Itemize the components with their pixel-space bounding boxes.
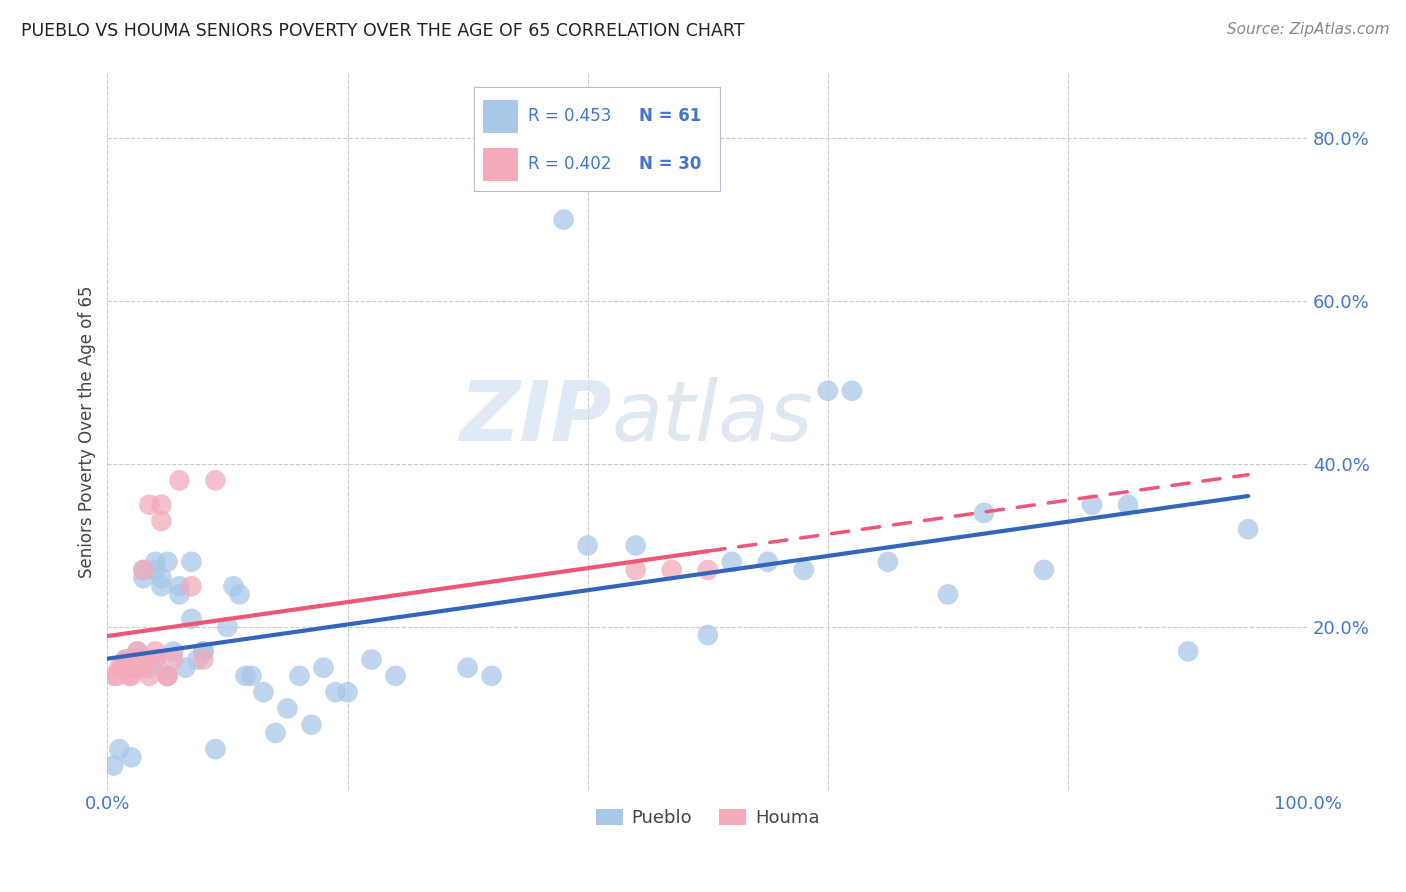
Point	[720, 555, 742, 569]
Point	[624, 539, 647, 553]
Point	[457, 661, 479, 675]
Point	[114, 652, 136, 666]
Point	[360, 652, 382, 666]
Text: PUEBLO VS HOUMA SENIORS POVERTY OVER THE AGE OF 65 CORRELATION CHART: PUEBLO VS HOUMA SENIORS POVERTY OVER THE…	[21, 22, 745, 40]
Point	[169, 473, 191, 487]
Point	[180, 579, 202, 593]
Point	[150, 579, 173, 593]
Point	[325, 685, 347, 699]
Point	[156, 669, 179, 683]
Point	[336, 685, 359, 699]
Point	[222, 579, 245, 593]
Point	[132, 571, 155, 585]
Point	[120, 661, 142, 675]
Point	[132, 563, 155, 577]
Point	[877, 555, 900, 569]
Point	[169, 579, 191, 593]
Point	[132, 652, 155, 666]
Point	[240, 669, 263, 683]
Point	[145, 644, 167, 658]
Point	[1081, 498, 1104, 512]
Point	[696, 563, 718, 577]
Point	[936, 587, 959, 601]
Point	[553, 212, 575, 227]
Point	[145, 563, 167, 577]
Point	[204, 473, 226, 487]
Point	[105, 669, 128, 683]
Point	[138, 669, 160, 683]
Point	[193, 652, 215, 666]
Point	[817, 384, 839, 398]
Point	[228, 587, 250, 601]
Point	[120, 652, 142, 666]
Point	[301, 717, 323, 731]
Point	[193, 644, 215, 658]
Point	[756, 555, 779, 569]
Point	[793, 563, 815, 577]
Point	[132, 563, 155, 577]
Point	[1116, 498, 1139, 512]
Point	[132, 652, 155, 666]
Point	[288, 669, 311, 683]
Point	[169, 587, 191, 601]
Point	[162, 644, 184, 658]
Point	[120, 669, 142, 683]
Point	[114, 652, 136, 666]
Point	[384, 669, 406, 683]
Point	[156, 555, 179, 569]
Point	[973, 506, 995, 520]
Point	[138, 498, 160, 512]
Point	[127, 644, 149, 658]
Point	[127, 644, 149, 658]
Point	[193, 644, 215, 658]
Point	[108, 742, 131, 756]
Point	[180, 555, 202, 569]
Point	[481, 669, 503, 683]
Point	[103, 758, 125, 772]
Point	[217, 620, 239, 634]
Point	[1237, 522, 1260, 536]
Point	[150, 498, 173, 512]
Point	[1033, 563, 1056, 577]
Point	[696, 628, 718, 642]
Point	[204, 742, 226, 756]
Point	[145, 652, 167, 666]
Text: Source: ZipAtlas.com: Source: ZipAtlas.com	[1226, 22, 1389, 37]
Text: ZIP: ZIP	[460, 376, 612, 458]
Legend: Pueblo, Houma: Pueblo, Houma	[588, 802, 827, 835]
Point	[841, 384, 863, 398]
Point	[156, 669, 179, 683]
Point	[1177, 644, 1199, 658]
Point	[150, 571, 173, 585]
Point	[145, 555, 167, 569]
Point	[132, 661, 155, 675]
Point	[120, 750, 142, 764]
Point	[661, 563, 683, 577]
Point	[150, 514, 173, 528]
Point	[174, 661, 197, 675]
Point	[111, 661, 134, 675]
Text: atlas: atlas	[612, 376, 813, 458]
Point	[108, 661, 131, 675]
Point	[576, 539, 599, 553]
Point	[312, 661, 335, 675]
Point	[120, 661, 142, 675]
Point	[235, 669, 257, 683]
Point	[276, 701, 298, 715]
Point	[162, 652, 184, 666]
Point	[103, 669, 125, 683]
Point	[145, 652, 167, 666]
Point	[127, 652, 149, 666]
Point	[180, 612, 202, 626]
Y-axis label: Seniors Poverty Over the Age of 65: Seniors Poverty Over the Age of 65	[79, 285, 96, 578]
Point	[118, 669, 141, 683]
Point	[252, 685, 274, 699]
Point	[156, 669, 179, 683]
Point	[624, 563, 647, 577]
Point	[264, 726, 287, 740]
Point	[186, 652, 208, 666]
Point	[138, 661, 160, 675]
